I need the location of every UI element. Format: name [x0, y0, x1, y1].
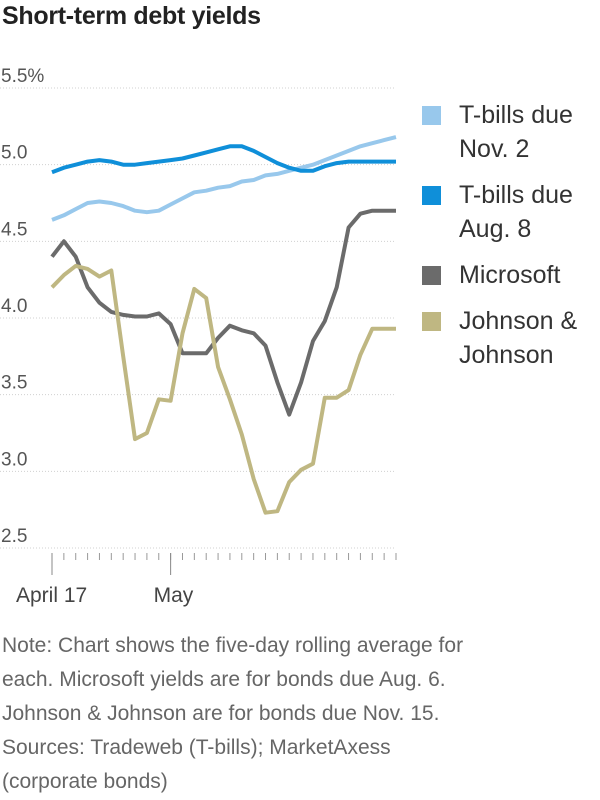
- y-tick-label: 5.5%: [1, 66, 44, 87]
- legend-swatch: [422, 186, 441, 205]
- note-line: Note: Chart shows the five-day rolling a…: [2, 634, 464, 657]
- note-line: Johnson & Johnson are for bonds due Nov.…: [2, 702, 440, 725]
- legend-swatch: [422, 106, 441, 125]
- y-tick-label: 2.5: [1, 526, 27, 547]
- legend-label: T-bills due Aug. 8: [459, 181, 573, 243]
- series-line: [50, 263, 396, 515]
- y-tick-label: 4.5: [1, 219, 27, 240]
- series-line: [51, 135, 397, 222]
- x-tick-label: April 17: [16, 584, 87, 607]
- legend-item: T-bills due Aug. 8: [422, 178, 600, 246]
- sources-line: Sources: Tradeweb (T-bills); MarketAxess: [2, 736, 391, 759]
- y-tick-label: 3.0: [1, 449, 27, 470]
- legend-item: Microsoft: [422, 258, 600, 292]
- y-tick-label: 4.0: [1, 296, 27, 317]
- x-tick-label: May: [154, 584, 194, 607]
- chart-title: Short-term debt yields: [2, 2, 261, 30]
- line-chart: 5.5% 5.0 4.5 4.0 3.5 3.0 2.5 April 17 May: [0, 66, 397, 607]
- legend-item: T-bills due Nov. 2: [422, 98, 600, 166]
- chart-notes: Note: Chart shows the five-day rolling a…: [2, 629, 592, 799]
- chart-legend: T-bills due Nov. 2 T-bills due Aug. 8 Micros…: [422, 98, 600, 384]
- sources-line: (corporate bonds): [2, 770, 168, 793]
- legend-item: Johnson & Johnson: [422, 304, 600, 372]
- series-line: [50, 208, 396, 417]
- legend-swatch: [422, 266, 441, 285]
- note-line: each. Microsoft yields are for bonds due…: [2, 668, 446, 691]
- legend-swatch: [422, 312, 441, 331]
- series-line: [51, 144, 396, 175]
- legend-label: T-bills due Nov. 2: [459, 101, 573, 163]
- y-tick-label: 5.0: [1, 143, 27, 164]
- legend-label: Microsoft: [459, 261, 561, 289]
- y-tick-label: 3.5: [1, 373, 27, 394]
- legend-label: Johnson & Johnson: [459, 307, 578, 369]
